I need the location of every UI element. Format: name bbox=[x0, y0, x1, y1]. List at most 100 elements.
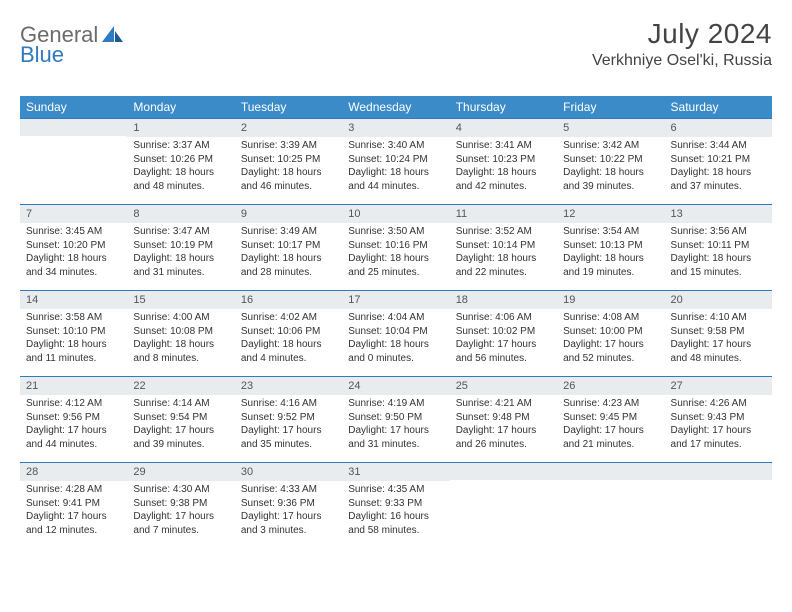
daylight-text: Daylight: 18 hours and 44 minutes. bbox=[348, 166, 443, 193]
calendar-day-cell: 26Sunrise: 4:23 AMSunset: 9:45 PMDayligh… bbox=[557, 377, 664, 463]
calendar-day-cell: 28Sunrise: 4:28 AMSunset: 9:41 PMDayligh… bbox=[20, 463, 127, 549]
daylight-text: Daylight: 18 hours and 34 minutes. bbox=[26, 252, 121, 279]
day-details: Sunrise: 3:56 AMSunset: 10:11 PMDaylight… bbox=[665, 223, 772, 283]
sunrise-text: Sunrise: 4:16 AM bbox=[241, 397, 336, 411]
day-number: 30 bbox=[235, 463, 342, 481]
calendar-day-cell: 30Sunrise: 4:33 AMSunset: 9:36 PMDayligh… bbox=[235, 463, 342, 549]
sunrise-text: Sunrise: 4:06 AM bbox=[456, 311, 551, 325]
sunset-text: Sunset: 10:06 PM bbox=[241, 325, 336, 339]
sunset-text: Sunset: 9:33 PM bbox=[348, 497, 443, 511]
day-details: Sunrise: 4:14 AMSunset: 9:54 PMDaylight:… bbox=[127, 395, 234, 455]
calendar-week-row: 7Sunrise: 3:45 AMSunset: 10:20 PMDayligh… bbox=[20, 205, 772, 291]
day-number: 18 bbox=[450, 291, 557, 309]
daylight-text: Daylight: 18 hours and 39 minutes. bbox=[563, 166, 658, 193]
sunrise-text: Sunrise: 4:00 AM bbox=[133, 311, 228, 325]
day-number: 8 bbox=[127, 205, 234, 223]
sunset-text: Sunset: 9:38 PM bbox=[133, 497, 228, 511]
daylight-text: Daylight: 17 hours and 52 minutes. bbox=[563, 338, 658, 365]
sunrise-text: Sunrise: 3:45 AM bbox=[26, 225, 121, 239]
daylight-text: Daylight: 18 hours and 31 minutes. bbox=[133, 252, 228, 279]
location-name: Verkhniye Osel'ki, Russia bbox=[592, 52, 772, 70]
calendar-day-cell: 23Sunrise: 4:16 AMSunset: 9:52 PMDayligh… bbox=[235, 377, 342, 463]
sunrise-text: Sunrise: 3:58 AM bbox=[26, 311, 121, 325]
weekday-header: Tuesday bbox=[235, 96, 342, 119]
sunset-text: Sunset: 9:54 PM bbox=[133, 411, 228, 425]
calendar-day-cell: 15Sunrise: 4:00 AMSunset: 10:08 PMDaylig… bbox=[127, 291, 234, 377]
day-number: 6 bbox=[665, 119, 772, 137]
calendar-day-cell: 4Sunrise: 3:41 AMSunset: 10:23 PMDayligh… bbox=[450, 119, 557, 205]
calendar-day-cell: 22Sunrise: 4:14 AMSunset: 9:54 PMDayligh… bbox=[127, 377, 234, 463]
sunset-text: Sunset: 10:22 PM bbox=[563, 153, 658, 167]
sunrise-text: Sunrise: 3:52 AM bbox=[456, 225, 551, 239]
sunset-text: Sunset: 9:41 PM bbox=[26, 497, 121, 511]
logo-text-2: Blue bbox=[20, 42, 64, 67]
day-details: Sunrise: 3:50 AMSunset: 10:16 PMDaylight… bbox=[342, 223, 449, 283]
daylight-text: Daylight: 17 hours and 17 minutes. bbox=[671, 424, 766, 451]
day-details: Sunrise: 3:47 AMSunset: 10:19 PMDaylight… bbox=[127, 223, 234, 283]
weekday-header: Thursday bbox=[450, 96, 557, 119]
calendar-day-cell: 20Sunrise: 4:10 AMSunset: 9:58 PMDayligh… bbox=[665, 291, 772, 377]
daylight-text: Daylight: 17 hours and 3 minutes. bbox=[241, 510, 336, 537]
daylight-text: Daylight: 17 hours and 26 minutes. bbox=[456, 424, 551, 451]
day-number: 3 bbox=[342, 119, 449, 137]
daylight-text: Daylight: 18 hours and 28 minutes. bbox=[241, 252, 336, 279]
day-details: Sunrise: 4:26 AMSunset: 9:43 PMDaylight:… bbox=[665, 395, 772, 455]
day-details: Sunrise: 4:04 AMSunset: 10:04 PMDaylight… bbox=[342, 309, 449, 369]
sunrise-text: Sunrise: 4:08 AM bbox=[563, 311, 658, 325]
sunrise-text: Sunrise: 4:12 AM bbox=[26, 397, 121, 411]
daylight-text: Daylight: 17 hours and 48 minutes. bbox=[671, 338, 766, 365]
day-number: 29 bbox=[127, 463, 234, 481]
sunrise-text: Sunrise: 3:41 AM bbox=[456, 139, 551, 153]
daylight-text: Daylight: 17 hours and 44 minutes. bbox=[26, 424, 121, 451]
sunrise-text: Sunrise: 3:40 AM bbox=[348, 139, 443, 153]
day-number: 28 bbox=[20, 463, 127, 481]
daylight-text: Daylight: 17 hours and 7 minutes. bbox=[133, 510, 228, 537]
day-number: 27 bbox=[665, 377, 772, 395]
sunrise-text: Sunrise: 3:44 AM bbox=[671, 139, 766, 153]
logo-sail-icon bbox=[102, 24, 124, 49]
empty-day-bar bbox=[557, 463, 664, 480]
calendar-day-cell: 19Sunrise: 4:08 AMSunset: 10:00 PMDaylig… bbox=[557, 291, 664, 377]
day-number: 10 bbox=[342, 205, 449, 223]
daylight-text: Daylight: 18 hours and 22 minutes. bbox=[456, 252, 551, 279]
day-details: Sunrise: 4:12 AMSunset: 9:56 PMDaylight:… bbox=[20, 395, 127, 455]
daylight-text: Daylight: 17 hours and 56 minutes. bbox=[456, 338, 551, 365]
empty-day-bar bbox=[665, 463, 772, 480]
sunset-text: Sunset: 10:04 PM bbox=[348, 325, 443, 339]
weekday-header: Saturday bbox=[665, 96, 772, 119]
sunset-text: Sunset: 10:02 PM bbox=[456, 325, 551, 339]
calendar-day-cell bbox=[557, 463, 664, 549]
sunrise-text: Sunrise: 4:23 AM bbox=[563, 397, 658, 411]
daylight-text: Daylight: 17 hours and 21 minutes. bbox=[563, 424, 658, 451]
calendar-day-cell: 17Sunrise: 4:04 AMSunset: 10:04 PMDaylig… bbox=[342, 291, 449, 377]
sunrise-text: Sunrise: 3:49 AM bbox=[241, 225, 336, 239]
sunset-text: Sunset: 10:19 PM bbox=[133, 239, 228, 253]
daylight-text: Daylight: 18 hours and 15 minutes. bbox=[671, 252, 766, 279]
calendar-table: SundayMondayTuesdayWednesdayThursdayFrid… bbox=[20, 96, 772, 549]
empty-day-bar bbox=[450, 463, 557, 480]
day-number: 9 bbox=[235, 205, 342, 223]
daylight-text: Daylight: 18 hours and 48 minutes. bbox=[133, 166, 228, 193]
day-number: 13 bbox=[665, 205, 772, 223]
sunset-text: Sunset: 9:36 PM bbox=[241, 497, 336, 511]
daylight-text: Daylight: 18 hours and 11 minutes. bbox=[26, 338, 121, 365]
sunrise-text: Sunrise: 3:47 AM bbox=[133, 225, 228, 239]
day-details: Sunrise: 4:23 AMSunset: 9:45 PMDaylight:… bbox=[557, 395, 664, 455]
calendar-day-cell: 3Sunrise: 3:40 AMSunset: 10:24 PMDayligh… bbox=[342, 119, 449, 205]
calendar-header-row: SundayMondayTuesdayWednesdayThursdayFrid… bbox=[20, 96, 772, 119]
calendar-day-cell: 10Sunrise: 3:50 AMSunset: 10:16 PMDaylig… bbox=[342, 205, 449, 291]
sunrise-text: Sunrise: 4:02 AM bbox=[241, 311, 336, 325]
sunrise-text: Sunrise: 4:04 AM bbox=[348, 311, 443, 325]
day-details: Sunrise: 3:41 AMSunset: 10:23 PMDaylight… bbox=[450, 137, 557, 197]
day-number: 17 bbox=[342, 291, 449, 309]
day-number: 12 bbox=[557, 205, 664, 223]
day-details: Sunrise: 4:10 AMSunset: 9:58 PMDaylight:… bbox=[665, 309, 772, 369]
daylight-text: Daylight: 18 hours and 25 minutes. bbox=[348, 252, 443, 279]
calendar-week-row: 1Sunrise: 3:37 AMSunset: 10:26 PMDayligh… bbox=[20, 119, 772, 205]
daylight-text: Daylight: 17 hours and 35 minutes. bbox=[241, 424, 336, 451]
sunset-text: Sunset: 10:26 PM bbox=[133, 153, 228, 167]
month-title: July 2024 bbox=[592, 18, 772, 50]
sunset-text: Sunset: 10:21 PM bbox=[671, 153, 766, 167]
sunset-text: Sunset: 9:48 PM bbox=[456, 411, 551, 425]
title-block: July 2024 Verkhniye Osel'ki, Russia bbox=[592, 18, 772, 70]
